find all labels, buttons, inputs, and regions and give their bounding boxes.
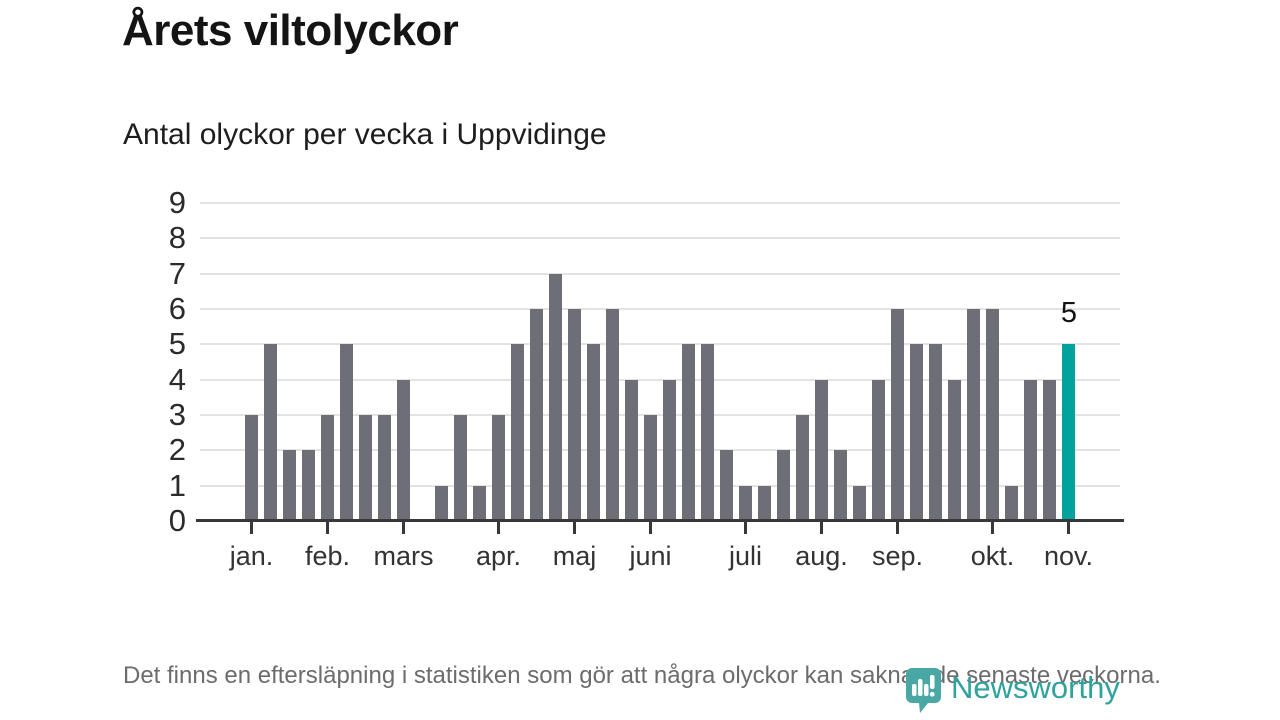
bar-week-40: [986, 309, 999, 521]
newsworthy-logo: Newsworthy: [905, 667, 1120, 719]
highlight-bar-value-label: 5: [1060, 297, 1078, 329]
x-tick-okt: [991, 522, 994, 534]
x-axis-label-juni: juni: [629, 541, 672, 571]
bar-week-3: [283, 450, 296, 521]
x-axis-label-mars: mars: [373, 541, 434, 571]
bar-week-34: [872, 380, 885, 521]
bar-week-14: [492, 415, 505, 521]
bar-week-1: [245, 415, 258, 521]
highlight-bar-week-44: [1062, 344, 1075, 521]
bar-week-39: [967, 309, 980, 521]
footer-note: Det finns en eftersläpning i statistiken…: [123, 662, 1161, 689]
gridline-y6: [200, 308, 1120, 310]
plot-area: [196, 202, 1124, 534]
bar-week-32: [834, 450, 847, 521]
bar-week-42: [1024, 380, 1037, 521]
y-axis-label-1: 1: [168, 467, 186, 503]
bar-week-6: [340, 344, 353, 521]
logo-text: Newsworthy: [951, 670, 1120, 705]
gridline-y3: [200, 414, 1120, 416]
bar-week-31: [815, 380, 828, 521]
y-axis-label-8: 8: [168, 220, 186, 256]
bar-week-20: [606, 309, 619, 521]
x-tick-mars: [402, 522, 405, 534]
bar-week-22: [644, 415, 657, 521]
bar-week-2: [264, 344, 277, 521]
bar-week-7: [359, 415, 372, 521]
bar-week-13: [473, 486, 486, 521]
x-axis-label-juli: juli: [728, 541, 762, 571]
y-axis-label-5: 5: [168, 326, 186, 362]
bar-week-4: [302, 450, 315, 521]
gridline-y4: [200, 378, 1120, 381]
bar-week-5: [321, 415, 334, 521]
bar-week-19: [587, 344, 600, 521]
x-axis-label-jan: jan.: [229, 541, 274, 571]
gridline-y5: [200, 343, 1120, 346]
x-axis-label-aug: aug.: [795, 541, 848, 571]
bar-week-33: [853, 486, 866, 521]
bar-week-29: [777, 450, 790, 521]
bar-week-30: [796, 415, 809, 521]
bar-week-37: [929, 344, 942, 521]
bar-chart-speech-bubble-icon: [905, 667, 942, 719]
x-axis-label-sep: sep.: [871, 541, 924, 571]
bar-week-24: [682, 344, 695, 521]
x-axis-line: [196, 519, 1124, 522]
gridline-y9: [200, 202, 1120, 204]
bar-week-21: [625, 380, 638, 521]
x-tick-juli: [744, 522, 747, 534]
bar-week-16: [530, 309, 543, 521]
x-tick-jan: [250, 522, 253, 534]
bar-week-11: [435, 486, 448, 521]
bar-week-35: [891, 309, 904, 521]
gridline-y7: [200, 272, 1120, 275]
bar-week-28: [758, 486, 771, 521]
x-tick-apr: [497, 522, 500, 534]
y-axis-label-6: 6: [168, 291, 186, 326]
x-axis-label-feb: feb.: [304, 541, 351, 571]
x-tick-juni: [649, 522, 652, 534]
bar-week-18: [568, 309, 581, 521]
x-tick-feb: [326, 522, 329, 534]
x-axis-label-nov: nov.: [1043, 541, 1094, 571]
x-axis-label-apr: apr.: [475, 541, 522, 571]
x-tick-sep: [896, 522, 899, 534]
bar-week-23: [663, 380, 676, 521]
gridline-y2: [200, 449, 1120, 452]
y-axis-label-4: 4: [168, 361, 186, 397]
x-axis-label-maj: maj: [552, 541, 597, 571]
bar-week-26: [720, 450, 733, 521]
page-title: Årets viltolyckor: [122, 6, 459, 55]
bar-week-8: [378, 415, 391, 521]
bar-week-36: [910, 344, 923, 521]
bar-week-15: [511, 344, 524, 521]
x-axis-label-okt: okt.: [970, 541, 1015, 571]
bar-week-27: [739, 486, 752, 521]
y-axis-label-3: 3: [168, 397, 186, 432]
y-axis-label-9: 9: [168, 185, 186, 220]
y-axis-label-7: 7: [168, 255, 186, 291]
x-tick-nov: [1067, 522, 1070, 534]
chart-subtitle: Antal olyckor per vecka i Uppvidinge: [123, 118, 607, 151]
bar-week-12: [454, 415, 467, 521]
bar-week-41: [1005, 486, 1018, 521]
y-axis-label-0: 0: [168, 503, 186, 538]
gridline-y8: [200, 237, 1120, 240]
gridline-y1: [200, 484, 1120, 487]
y-axis-label-2: 2: [168, 432, 186, 468]
bar-week-43: [1043, 380, 1056, 521]
x-tick-aug: [820, 522, 823, 534]
x-tick-maj: [573, 522, 576, 534]
bar-week-9: [397, 380, 410, 521]
bar-week-38: [948, 380, 961, 521]
bar-week-17: [549, 274, 562, 521]
bar-week-25: [701, 344, 714, 521]
